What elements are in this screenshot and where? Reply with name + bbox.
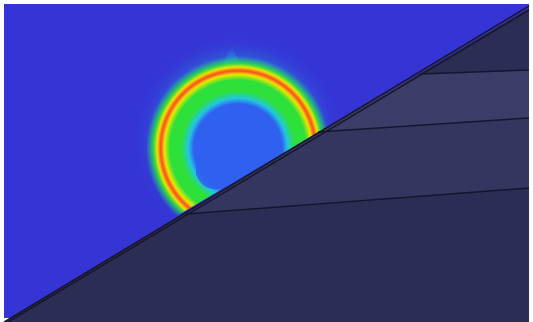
upper-wedge <box>318 70 529 132</box>
middle-wedge <box>186 118 529 214</box>
wall-edge-lines <box>3 5 530 322</box>
